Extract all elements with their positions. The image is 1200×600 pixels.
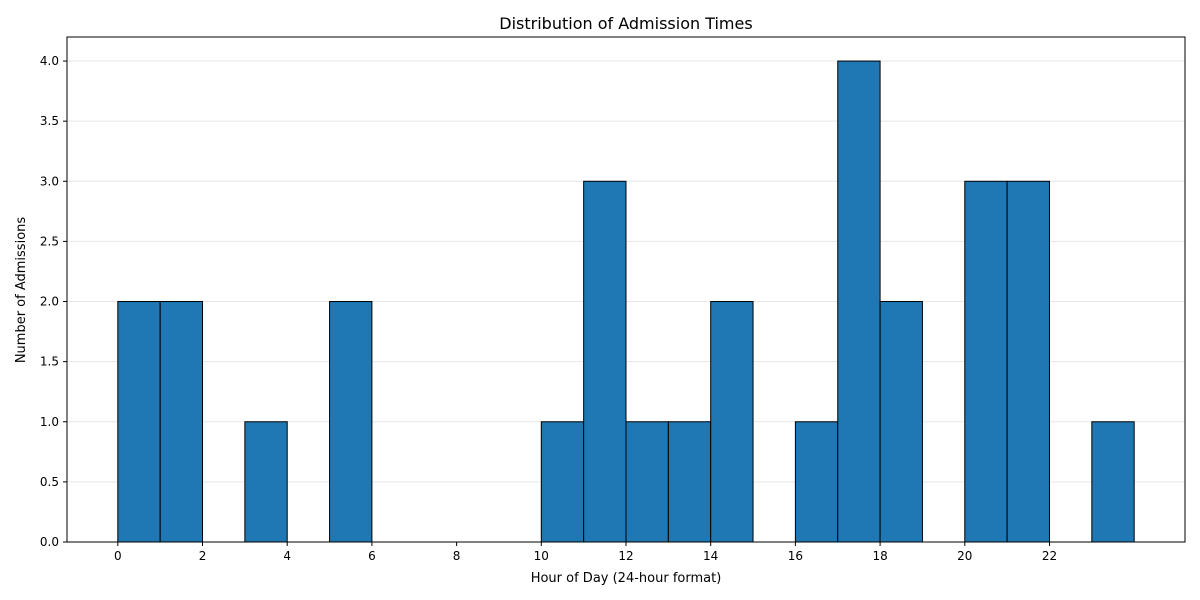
x-tick-label: 22 bbox=[1042, 549, 1057, 563]
histogram-bar bbox=[794, 421, 839, 543]
histogram-bar bbox=[583, 180, 627, 543]
y-tick-label: 2.5 bbox=[40, 234, 59, 248]
x-tick-label: 16 bbox=[788, 549, 803, 563]
x-tick-label: 20 bbox=[957, 549, 972, 563]
y-tick-label: 1.0 bbox=[40, 415, 59, 429]
y-tick-label: 0.0 bbox=[40, 535, 59, 549]
chart-title: Distribution of Admission Times bbox=[499, 14, 752, 33]
x-tick-label: 12 bbox=[618, 549, 633, 563]
x-tick-label: 10 bbox=[534, 549, 549, 563]
histogram-bar bbox=[117, 301, 161, 543]
bars bbox=[117, 60, 1135, 543]
y-tick-label: 2.0 bbox=[40, 295, 59, 309]
histogram-bar bbox=[879, 301, 923, 543]
x-tick-label: 8 bbox=[453, 549, 461, 563]
y-tick-label: 3.5 bbox=[40, 114, 59, 128]
y-axis-ticks: 0.0 0.5 1.0 1.5 2.0 2.5 3.0 3.5 4.0 bbox=[40, 54, 67, 549]
x-tick-label: 0 bbox=[114, 549, 122, 563]
histogram-bar bbox=[540, 421, 585, 543]
histogram-bar bbox=[667, 421, 712, 543]
histogram-bar bbox=[964, 180, 1008, 543]
x-axis-label: Hour of Day (24-hour format) bbox=[531, 571, 722, 586]
x-tick-label: 14 bbox=[703, 549, 718, 563]
y-tick-label: 4.0 bbox=[40, 54, 59, 68]
histogram-bar bbox=[159, 301, 204, 543]
x-tick-label: 6 bbox=[368, 549, 376, 563]
histogram-bar bbox=[625, 421, 669, 543]
histogram-bar bbox=[710, 301, 754, 543]
y-tick-label: 1.5 bbox=[40, 355, 59, 369]
histogram-bar bbox=[1006, 180, 1050, 543]
x-tick-label: 4 bbox=[283, 549, 291, 563]
histogram-bar bbox=[244, 421, 288, 543]
x-tick-label: 18 bbox=[872, 549, 887, 563]
y-tick-label: 3.0 bbox=[40, 174, 59, 188]
x-axis-ticks: 0 2 4 6 8 10 12 14 16 18 20 22 bbox=[114, 542, 1057, 563]
histogram-bar bbox=[329, 301, 373, 543]
histogram-bar bbox=[1091, 421, 1135, 543]
x-tick-label: 2 bbox=[199, 549, 207, 563]
y-axis-label: Number of Admissions bbox=[14, 217, 29, 364]
histogram-bar bbox=[837, 60, 881, 543]
y-tick-label: 0.5 bbox=[40, 475, 59, 489]
